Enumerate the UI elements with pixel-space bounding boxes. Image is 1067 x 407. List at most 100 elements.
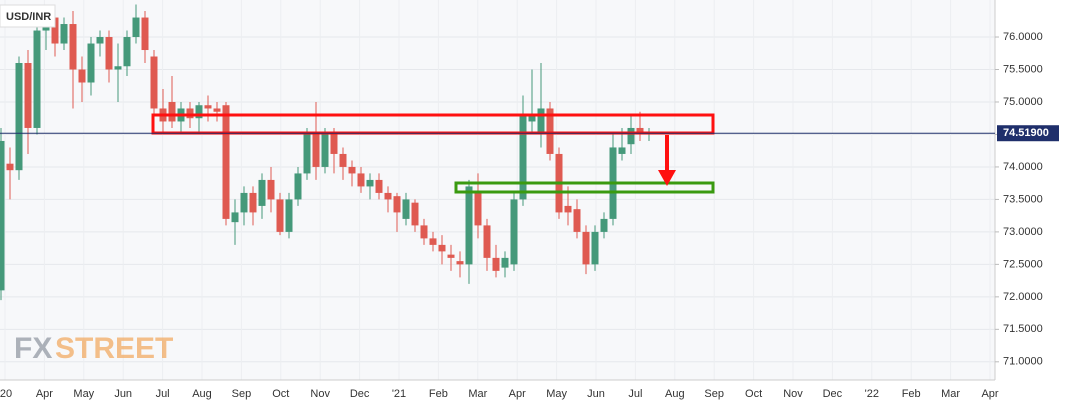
x-tick-label: Nov — [310, 388, 330, 400]
candle-body — [267, 179, 275, 200]
candle-body — [24, 63, 32, 128]
candle-body — [204, 105, 212, 109]
x-tick-label: '21 — [392, 388, 406, 400]
candle-body — [321, 134, 329, 167]
y-tick-label: 75.0000 — [1003, 96, 1043, 108]
candle-body — [519, 114, 527, 200]
x-tick-label: Jun — [114, 388, 132, 400]
last-price-label: 74.51900 — [1003, 127, 1049, 139]
candle-body — [618, 147, 626, 154]
candle-body — [393, 196, 401, 213]
last-price-box — [997, 125, 1059, 142]
candle-body — [546, 108, 554, 154]
logo-suffix: STREET — [55, 332, 173, 365]
candle-body — [564, 205, 572, 213]
x-tick-label: '20 — [0, 388, 12, 400]
y-tick-label: 71.0000 — [1003, 356, 1043, 368]
candle-body — [501, 257, 509, 268]
x-tick-label: Feb — [902, 388, 921, 400]
candle-body — [285, 199, 293, 232]
y-tick-label: 72.0000 — [1003, 291, 1043, 303]
candle-body — [483, 225, 491, 258]
candle-body — [141, 17, 149, 51]
candle-body — [366, 179, 374, 187]
candle-body — [249, 192, 257, 213]
candle-body — [33, 30, 41, 128]
candle-body — [60, 24, 68, 44]
candle-body — [6, 163, 14, 171]
x-tick-label: Sep — [232, 388, 252, 400]
candle-body — [195, 105, 203, 119]
x-tick-label: Jul — [156, 388, 170, 400]
x-tick-label: May — [546, 388, 567, 400]
x-tick-label: Oct — [745, 388, 762, 400]
x-tick-label: Apr — [981, 388, 998, 400]
candle-body — [411, 202, 419, 226]
candle-body — [168, 101, 176, 122]
candle-body — [150, 56, 158, 109]
x-tick-label: '22 — [865, 388, 879, 400]
x-tick-label: Dec — [350, 388, 370, 400]
y-tick-label: 73.0000 — [1003, 226, 1043, 238]
candle-body — [600, 218, 608, 232]
arrow-head — [658, 170, 676, 186]
y-tick-label: 72.5000 — [1003, 258, 1043, 270]
y-tick-label: 74.0000 — [1003, 161, 1043, 173]
candle-body — [591, 231, 599, 265]
x-tick-label: Feb — [429, 388, 448, 400]
chart-title: USD/INR — [6, 11, 51, 23]
candle-body — [240, 192, 248, 213]
x-tick-label: Aug — [665, 388, 685, 400]
candle-body — [114, 66, 122, 70]
candle-body — [132, 17, 140, 38]
candle-body — [357, 173, 365, 187]
candle-body — [447, 254, 455, 258]
candle-body — [78, 69, 86, 83]
candle-body — [438, 244, 446, 252]
candle-body — [537, 108, 545, 135]
candle-body — [258, 179, 266, 206]
candle-body — [294, 173, 302, 200]
x-tick-label: Jun — [587, 388, 605, 400]
candles — [0, 4, 653, 301]
title-box — [0, 4, 56, 28]
x-tick-label: May — [73, 388, 94, 400]
candle-body — [15, 63, 23, 171]
plot-background — [0, 0, 995, 380]
candle-body — [465, 186, 473, 265]
candle-body — [222, 105, 230, 219]
candle-body — [105, 37, 113, 70]
logo-prefix: FX — [14, 332, 52, 365]
candle-body — [231, 212, 239, 223]
candle-body — [339, 153, 347, 167]
candle-body — [348, 166, 356, 174]
candle-body — [51, 17, 59, 44]
candle-body — [636, 127, 644, 135]
candle-body — [123, 37, 131, 67]
candle-body — [429, 238, 437, 245]
candle-body — [87, 43, 95, 83]
x-tick-label: Jul — [628, 388, 642, 400]
candle-body — [312, 134, 320, 167]
y-tick-label: 76.0000 — [1003, 31, 1043, 43]
candle-body — [492, 257, 500, 271]
x-tick-label: Sep — [704, 388, 724, 400]
candle-body — [186, 108, 194, 119]
candle-body — [402, 199, 410, 219]
y-tick-label: 73.5000 — [1003, 193, 1043, 205]
candle-body — [456, 261, 464, 265]
y-tick-label: 75.5000 — [1003, 63, 1043, 75]
x-tick-label: Mar — [941, 388, 960, 400]
x-tick-label: Apr — [509, 388, 526, 400]
candle-body — [582, 231, 590, 265]
candle-body — [0, 140, 5, 291]
candle-body — [627, 127, 635, 145]
candle-body — [303, 134, 311, 174]
y-tick-label: 71.5000 — [1003, 323, 1043, 335]
x-tick-label: Apr — [36, 388, 53, 400]
x-tick-label: Aug — [192, 388, 212, 400]
x-tick-label: Mar — [468, 388, 487, 400]
candle-body — [510, 199, 518, 265]
